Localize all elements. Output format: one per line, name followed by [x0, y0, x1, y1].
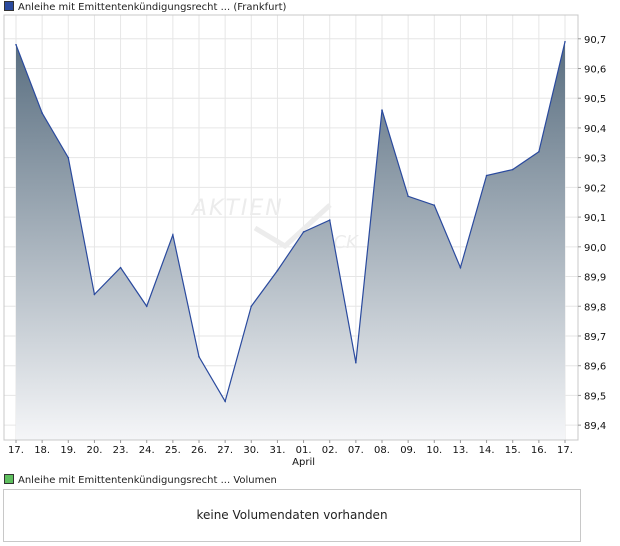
x-tick-label: 18. [34, 445, 50, 456]
data-point [407, 195, 409, 198]
y-tick-label: 90,4 [584, 124, 606, 135]
volume-empty-message: keine Volumendaten vorhanden [196, 508, 388, 522]
y-tick-label: 89,4 [584, 421, 606, 432]
x-month-label: April [292, 457, 315, 468]
data-point [328, 219, 331, 221]
y-tick-label: 89,9 [584, 273, 606, 284]
data-point [485, 174, 488, 177]
x-tick-label: 25. [165, 445, 181, 456]
y-tick-label: 90,7 [584, 35, 606, 46]
y-tick-label: 89,7 [584, 332, 606, 343]
x-tick-label: 23. [113, 445, 129, 456]
x-tick-label: 01. [296, 445, 312, 456]
data-point [381, 109, 383, 111]
x-tick-label: 17. [557, 445, 573, 456]
data-point [67, 156, 70, 159]
y-tick-label: 89,6 [584, 362, 606, 373]
data-point [119, 266, 122, 269]
data-point [145, 305, 148, 308]
y-tick-label: 90,5 [584, 94, 606, 105]
x-tick-label: 24. [139, 445, 155, 456]
x-tick-label: 19. [60, 445, 76, 456]
watermark-check-icon [253, 203, 332, 250]
x-tick-label: 09. [400, 445, 416, 456]
x-tick-label: 27. [217, 445, 233, 456]
y-tick-label: 90,2 [584, 183, 606, 194]
data-point [41, 112, 43, 114]
y-tick-label: 90,1 [584, 213, 606, 224]
x-tick-label: 13. [452, 445, 468, 456]
data-point [511, 168, 514, 171]
data-point [459, 266, 462, 269]
data-point [538, 150, 540, 153]
x-tick-label: 07. [348, 445, 364, 456]
price-legend-label: Anleihe mit Emittentenkündigungsrecht ..… [18, 2, 287, 13]
data-point [433, 204, 436, 207]
data-point [355, 361, 357, 364]
price-legend-swatch [4, 1, 14, 11]
price-area [16, 41, 565, 440]
watermark-text: AKTIEN [190, 196, 284, 221]
x-tick-label: 26. [191, 445, 207, 456]
x-tick-label: 15. [505, 445, 521, 456]
x-tick-label: 16. [531, 445, 547, 456]
data-point [93, 293, 96, 296]
price-legend: Anleihe mit Emittentenkündigungsrecht ..… [4, 1, 286, 14]
y-tick-label: 89,8 [584, 302, 606, 313]
data-point [172, 234, 174, 236]
data-point [276, 269, 279, 272]
x-tick-label: 08. [374, 445, 390, 456]
data-point [224, 400, 226, 403]
x-tick-label: 14. [479, 445, 495, 456]
plot-frame [3, 14, 579, 441]
volume-legend-swatch [4, 474, 14, 484]
y-tick-label: 90,6 [584, 64, 606, 75]
volume-legend-label: Anleihe mit Emittentenkündigungsrecht ..… [18, 475, 277, 486]
volume-panel: keine Volumendaten vorhanden [3, 489, 581, 542]
data-point [15, 43, 17, 46]
y-tick-label: 90,3 [584, 154, 606, 165]
x-tick-label: 17. [8, 445, 24, 456]
x-tick-label: 02. [322, 445, 338, 456]
y-tick-label: 90,0 [584, 243, 606, 254]
x-tick-label: 10. [426, 445, 442, 456]
data-point [250, 305, 253, 308]
x-tick-label: 30. [243, 445, 259, 456]
x-tick-label: 20. [86, 445, 102, 456]
x-tick-label: 31. [269, 445, 285, 456]
data-point [302, 231, 305, 233]
data-point [198, 355, 200, 358]
y-tick-label: 89,5 [584, 391, 606, 402]
volume-legend: Anleihe mit Emittentenkündigungsrecht ..… [4, 474, 277, 487]
data-point [564, 40, 566, 43]
price-line [15, 41, 566, 403]
